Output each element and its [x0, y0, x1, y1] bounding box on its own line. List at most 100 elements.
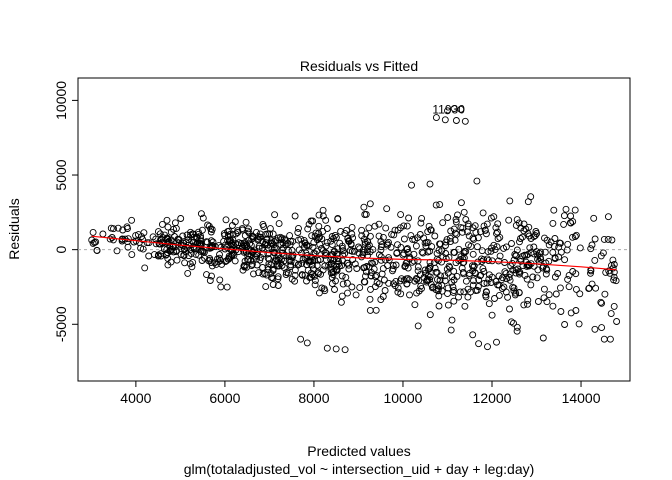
residual-point	[231, 257, 239, 265]
residual-point	[338, 272, 346, 280]
residual-point	[315, 229, 323, 237]
residual-point	[328, 280, 336, 288]
residual-point	[469, 234, 477, 242]
residual-point	[591, 256, 599, 264]
residual-point	[417, 219, 425, 227]
residual-point	[342, 273, 350, 281]
residual-point	[436, 240, 444, 248]
residual-point	[610, 273, 618, 281]
residual-point	[163, 216, 171, 224]
residual-point	[456, 256, 464, 264]
residual-point	[564, 240, 572, 248]
residual-point	[439, 219, 447, 227]
residual-point	[145, 252, 153, 260]
residual-point	[217, 243, 225, 251]
residual-point	[485, 300, 493, 308]
residual-point	[572, 285, 580, 293]
residual-point	[358, 232, 366, 240]
residual-point	[298, 249, 306, 257]
residual-point	[252, 228, 260, 236]
x-tick-label: 10000	[383, 390, 422, 406]
residual-point	[454, 211, 461, 219]
residual-point	[441, 277, 449, 285]
residual-point	[550, 242, 558, 250]
residual-point	[303, 339, 311, 347]
residual-point	[321, 262, 329, 270]
residual-point	[597, 298, 605, 306]
residual-point	[295, 260, 303, 268]
residual-point	[89, 228, 97, 236]
residual-point	[270, 238, 278, 246]
residual-point	[421, 266, 429, 274]
residual-point	[457, 199, 465, 207]
residual-point	[302, 249, 310, 257]
residual-point	[571, 206, 579, 214]
residual-point	[323, 225, 331, 232]
residual-point	[421, 239, 429, 247]
residual-point	[217, 283, 225, 291]
residual-point	[532, 228, 540, 235]
residual-point	[158, 220, 166, 228]
residual-point	[438, 281, 446, 289]
residual-point	[495, 272, 503, 280]
residual-point	[179, 232, 187, 240]
residual-point	[199, 248, 207, 256]
residual-point	[356, 245, 364, 253]
residual-point	[384, 262, 391, 270]
residual-point	[508, 240, 515, 247]
y-tick-label: -5000	[53, 306, 69, 342]
residual-point	[304, 266, 312, 274]
residual-point	[322, 242, 330, 250]
residual-point	[575, 320, 583, 328]
residual-point	[367, 285, 374, 293]
residual-point	[431, 232, 439, 240]
residual-point	[223, 283, 231, 291]
residual-point	[319, 212, 327, 220]
residual-point	[606, 269, 614, 277]
residual-point	[328, 233, 336, 240]
residual-point	[545, 241, 553, 249]
residual-point	[592, 284, 600, 292]
x-tick-label: 6000	[209, 390, 240, 406]
residual-point	[394, 226, 402, 234]
residual-point	[392, 277, 400, 285]
residual-point	[432, 201, 440, 209]
residual-point	[345, 261, 353, 269]
residual-point	[319, 266, 327, 274]
residual-point	[194, 239, 201, 247]
residual-point	[428, 284, 436, 292]
residual-point	[181, 259, 189, 267]
residual-point	[475, 276, 483, 284]
x-tick-label: 4000	[120, 390, 151, 406]
residual-point	[512, 221, 520, 229]
residual-point	[371, 258, 379, 266]
residual-point	[339, 280, 347, 288]
residual-point	[346, 247, 354, 254]
residual-point	[184, 269, 192, 277]
residual-point	[512, 289, 520, 297]
residual-point	[173, 256, 181, 264]
residual-point	[447, 238, 454, 246]
residual-point	[522, 225, 530, 233]
residual-point	[506, 276, 514, 284]
residual-point	[329, 271, 337, 279]
residual-point	[527, 281, 535, 289]
x-tick-label: 14000	[562, 390, 601, 406]
residual-point	[526, 244, 534, 252]
residual-point	[447, 326, 455, 334]
residual-point	[414, 267, 422, 275]
residual-point	[612, 277, 620, 285]
residual-point	[495, 291, 503, 299]
residual-point	[150, 251, 158, 259]
residual-point	[598, 324, 606, 332]
residual-point	[360, 278, 368, 286]
model-formula: glm(totaladjusted_vol ~ intersection_uid…	[184, 461, 535, 477]
residual-point	[441, 272, 449, 280]
residual-point	[450, 297, 458, 305]
residual-point	[267, 261, 275, 269]
residual-point	[264, 254, 272, 262]
residual-point	[539, 334, 547, 342]
residual-point	[203, 271, 210, 279]
residual-point	[469, 281, 477, 289]
residual-point	[190, 244, 198, 252]
